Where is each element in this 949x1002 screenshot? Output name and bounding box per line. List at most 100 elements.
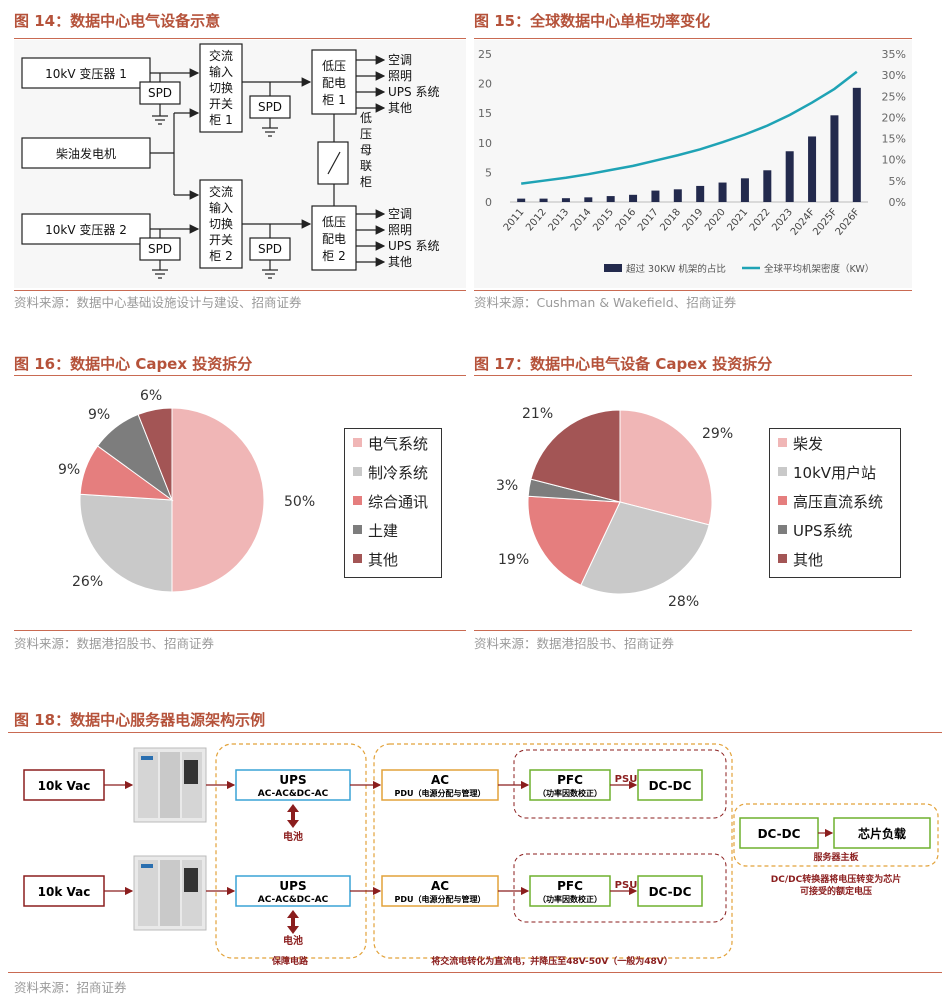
bus-tie-line: 联 [360,159,372,173]
ats2-line: 交流 [209,184,233,199]
fig16-source: 资料来源：数据港招股书、招商证券 [14,636,215,651]
fig15-bar [763,170,772,202]
fig15-legend-bar-label: 超过 30KW 机架的占比 [626,263,726,275]
fig14-diagram: 10kV 变压器 1 柴油发电机 10kV 变压器 2 SPD SPD SPD … [14,40,466,288]
pfc-label-2: PFC [557,879,583,893]
fig15-bar [808,136,817,202]
chip-load-box [833,817,931,849]
dcdc-box-1 [637,769,703,801]
fig15-bar [651,190,660,202]
bus-tie-line: 压 [360,127,372,141]
note-line-1: DC/DC转换器将电压转变为芯片 [771,873,901,885]
output-ac-1: 空调 [388,53,412,67]
fig15-line [521,70,858,185]
fig17-legend-item: 其他 [778,549,823,570]
ups-label-1: UPS [279,773,306,787]
bus-tie-box [317,141,349,185]
fig17-label-hvdc: 19% [498,552,530,568]
ups-group-dashed [215,743,367,959]
fig17-label-diesel: 29% [702,426,734,442]
legend-swatch [353,467,362,476]
lv2-line: 配电 [322,232,346,246]
fig15-bar [673,189,682,202]
fig15-left-tick: 0 [485,196,492,209]
dcdc-label-2: DC-DC [649,885,692,899]
fig17-legend-item: 高压直流系统 [778,491,883,512]
mainboard-dcdc-label: DC-DC [758,827,801,841]
mainboard-label: 服务器主板 [813,851,859,863]
lv1-line: 配电 [322,76,346,90]
legend-swatch [778,496,787,505]
fig16-label-comms: 9% [58,462,81,478]
ups-sub-2: AC-AC&DC-AC [258,895,329,905]
psu-group-dashed [373,743,733,959]
fig15-bar [740,178,749,202]
psu-label-1: PSU [615,774,638,785]
battery-label-1: 电池 [283,830,303,843]
fig16-label-cooling: 26% [72,574,104,590]
pdu-box-2 [381,875,499,907]
fig16-legend-item: 土建 [353,520,398,541]
bus-tie-line: 低 [360,111,372,125]
fig15-right-tick: 0% [889,196,906,209]
fig17-legend-item: 10kV用户站 [778,462,876,483]
legend-swatch [353,554,362,563]
fig16-legend-item: 电气系统 [353,433,428,454]
mainboard-dcdc-box [739,817,819,849]
fig17-label-ups: 3% [496,478,519,494]
fig15-title-rule [474,38,912,39]
fig15-legend-line-label: 全球平均机架密度（KW） [764,263,874,275]
chip-load-label: 芯片负载 [858,826,906,841]
fig15-bar [830,115,839,202]
pie-slice [530,410,621,503]
pie-slice [80,493,173,593]
ups-box-2 [235,875,351,907]
fig15-title: 图 15：全球数据中心单柜功率变化 [474,12,711,30]
battery-arrow-2 [287,910,299,934]
ac-label-1: AC [431,773,449,787]
ups-sub-1: AC-AC&DC-AC [258,789,329,799]
pie-slice [528,495,621,586]
psu-box-dashed-1 [513,749,727,819]
fig15-left-tick: 20 [478,78,492,91]
pfc-sub-1: （功率因数校正） [538,788,602,798]
pfc-label-1: PFC [557,773,583,787]
fig14-bottom-rule [14,290,466,291]
ats2-line: 柜 2 [209,249,232,263]
fig14-title: 图 14：数据中心电气设备示意 [14,12,221,30]
ats2-line: 输入 [209,200,233,215]
legend-swatch [778,467,787,476]
pie-slice [137,408,173,501]
ats1-line: 交流 [209,48,233,63]
ats2-line: 切换 [209,217,233,231]
fig16-legend: 电气系统 制冷系统 综合通讯 土建 其他 [344,428,442,578]
fig17-title: 图 17：数据中心电气设备 Capex 投资拆分 [474,355,773,373]
fig16-legend-item: 制冷系统 [353,462,428,483]
fig16-label-other: 6% [140,388,163,404]
spd-label-2: SPD [258,100,282,114]
fig15-legend-bar-swatch [604,264,622,272]
fig15-bar [539,198,548,202]
fig16-title: 图 16：数据中心 Capex 投资拆分 [14,355,253,373]
fig15-right-tick: 25% [882,90,906,103]
output-other-1: 其他 [388,101,412,115]
fig15-right-tick: 35% [882,48,906,61]
pie-slice [619,410,713,526]
fig16-legend-item: 其他 [353,549,398,570]
transformer2-box [21,213,151,245]
generator-box [21,137,151,169]
input-label-1: 10k Vac [38,779,91,793]
fig15-right-tick: 5% [889,175,906,188]
input-label-2: 10k Vac [38,885,91,899]
fig15-bar [718,182,727,202]
legend-swatch [778,525,787,534]
generator-label: 柴油发电机 [56,146,116,161]
ats1-line: 开关 [209,97,233,111]
note-line-2: 可接受的额定电压 [800,885,872,897]
input-box-1 [23,769,105,801]
ats1-line: 柜 1 [209,113,232,127]
lv1-line: 低压 [322,59,346,73]
fig15-left-tick: 15 [478,107,492,120]
guarantee-label: 保障电路 [271,955,309,967]
fig18-title: 图 18：数据中心服务器电源架构示例 [14,711,266,729]
